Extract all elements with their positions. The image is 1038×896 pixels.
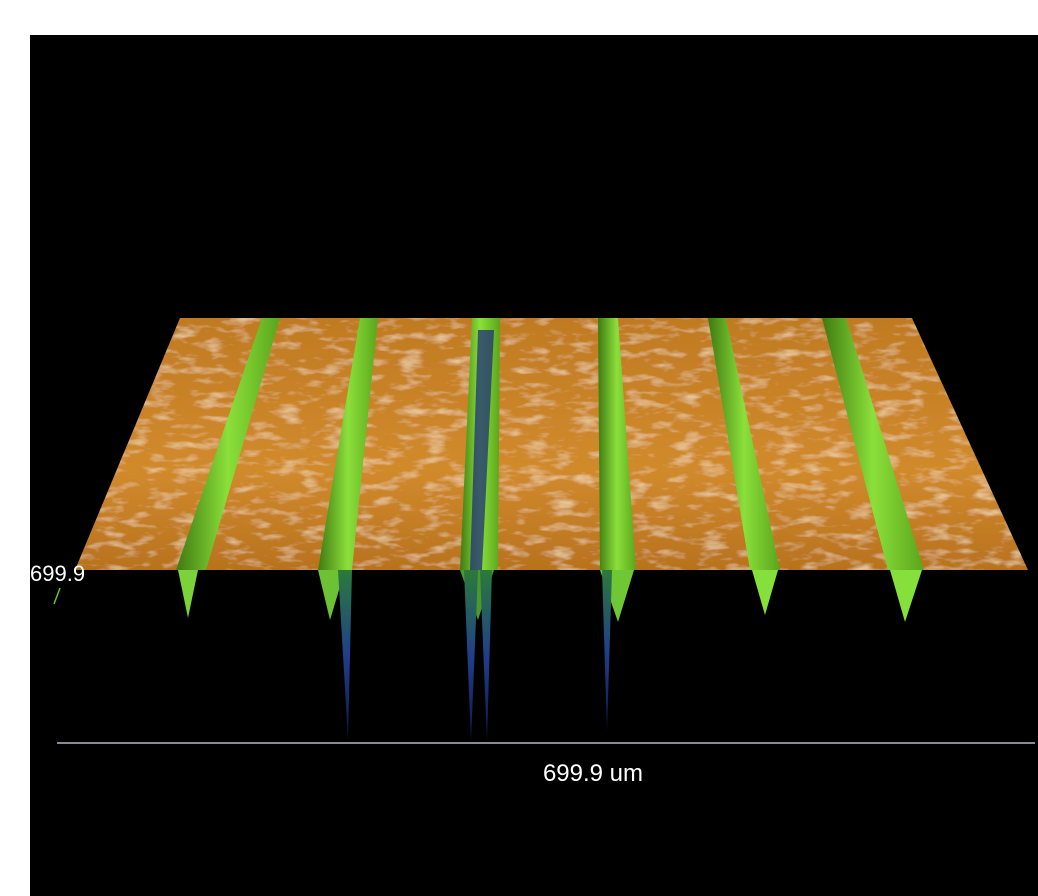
viewer: 699.9 699.9 um [0, 0, 1038, 896]
height-label: 699.9 [30, 561, 85, 586]
page: 699.9 699.9 um (() => { const data = JSO… [0, 0, 1038, 896]
scale-label: 699.9 um [543, 760, 643, 787]
